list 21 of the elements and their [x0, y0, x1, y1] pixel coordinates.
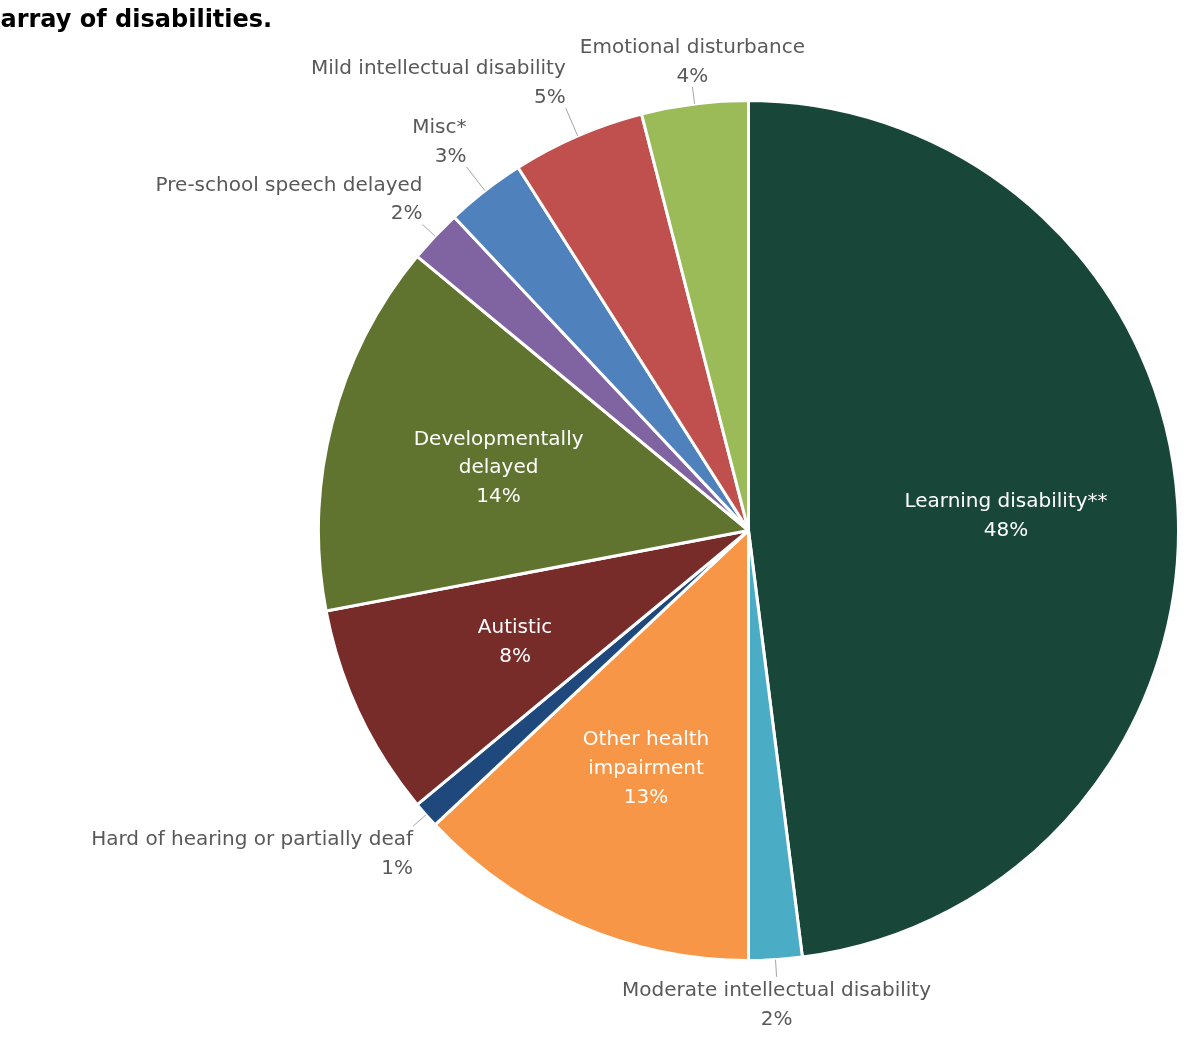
slice-label: Developmentally delayed	[413, 425, 584, 479]
slice-label: Hard of hearing or partially deaf	[91, 826, 415, 851]
data-label: 1%	[381, 855, 414, 880]
data-label: 13%	[623, 784, 669, 809]
slice-label: Learning disability**	[904, 487, 1108, 512]
data-label: 5%	[534, 84, 566, 109]
data-label: 48%	[983, 516, 1029, 541]
slice-label: Mild intellectual disability	[310, 55, 566, 80]
data-label: 8%	[499, 642, 531, 667]
slice-label: Misc*	[412, 114, 467, 139]
slice-label: Emotional disturbance	[579, 34, 806, 59]
data-label: 2%	[760, 1005, 793, 1030]
slice-label: Pre-school speech delayed	[155, 171, 423, 196]
chart-title: array of disabilities.	[0, 4, 273, 33]
slice-label: Autistic	[477, 613, 553, 638]
slice-label: Other health impairment	[582, 726, 710, 780]
data-label: 2%	[390, 200, 423, 225]
data-label: 14%	[476, 483, 521, 508]
data-label: 4%	[676, 62, 709, 87]
slice-label: Moderate intellectual disability	[622, 976, 932, 1001]
data-label: 3%	[434, 142, 467, 167]
